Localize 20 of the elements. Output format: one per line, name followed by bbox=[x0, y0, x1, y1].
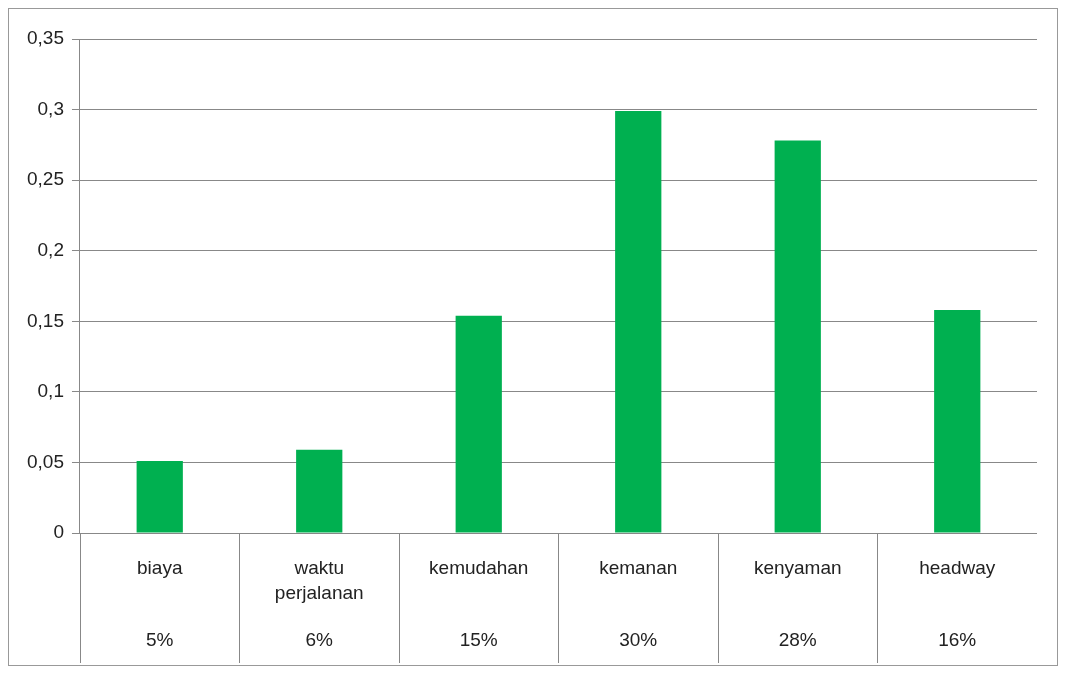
x-tick-label: biaya bbox=[137, 557, 183, 579]
data-label: 5% bbox=[146, 629, 174, 651]
data-label: 30% bbox=[619, 629, 658, 651]
y-tick-label: 0,1 bbox=[37, 380, 64, 402]
y-tick-label: 0,25 bbox=[27, 168, 64, 190]
y-tick-label: 0,3 bbox=[37, 97, 64, 119]
y-tick-label: 0,2 bbox=[37, 238, 64, 260]
x-tick-label: waktu perjalanan bbox=[274, 557, 364, 604]
x-tick-label: headway bbox=[919, 557, 996, 579]
data-label: 16% bbox=[938, 629, 977, 651]
y-tick-label: 0,15 bbox=[27, 309, 64, 331]
x-tick-label: kemudahan bbox=[429, 557, 529, 579]
data-label: 15% bbox=[459, 629, 498, 651]
data-label: 28% bbox=[778, 629, 817, 651]
y-tick-label: 0 bbox=[53, 521, 64, 543]
y-tick-label: 0,05 bbox=[27, 450, 64, 472]
x-tick-label: kenyaman bbox=[753, 557, 842, 579]
x-tick-label: kemanan bbox=[599, 557, 678, 579]
data-label: 6% bbox=[305, 629, 334, 651]
y-tick-label: 0,35 bbox=[27, 27, 64, 49]
